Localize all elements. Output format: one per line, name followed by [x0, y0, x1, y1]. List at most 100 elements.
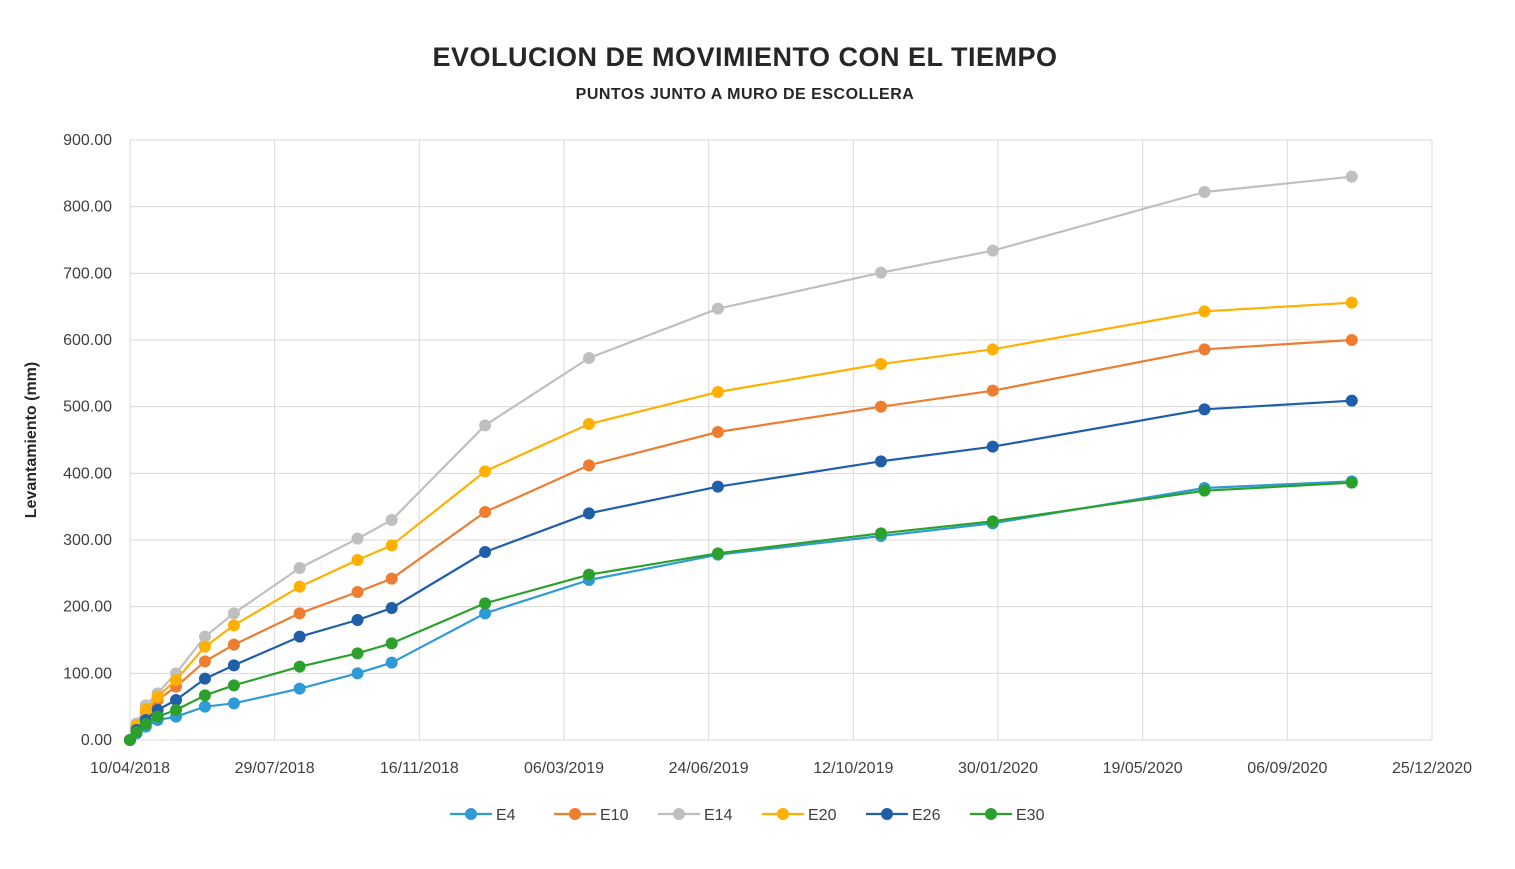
data-point — [385, 656, 398, 669]
legend-marker — [881, 808, 893, 820]
y-tick-label: 0.00 — [81, 732, 112, 749]
data-point — [1198, 305, 1211, 318]
data-point — [293, 607, 306, 620]
data-point — [139, 703, 152, 716]
x-tick-label: 06/03/2019 — [524, 760, 604, 777]
legend-item: E4 — [450, 807, 516, 824]
data-point — [385, 602, 398, 614]
x-tick-label: 19/05/2020 — [1103, 760, 1183, 777]
legend-item: E14 — [658, 807, 733, 824]
data-point — [711, 426, 724, 438]
gridlines — [129, 139, 1433, 741]
data-point — [293, 562, 306, 574]
data-point — [351, 586, 364, 598]
data-point — [351, 554, 364, 566]
data-point — [1345, 296, 1358, 309]
data-point — [986, 384, 999, 397]
legend: E4 E10 E14 E20 E26 E30 — [450, 807, 1045, 824]
data-point — [479, 546, 492, 558]
series-e30 — [124, 476, 1358, 746]
y-tick-label: 100.00 — [63, 665, 112, 682]
data-point — [1198, 343, 1211, 356]
data-point — [1345, 334, 1358, 346]
y-tick-label: 900.00 — [63, 132, 112, 149]
data-point — [711, 547, 724, 560]
series-line — [129, 480, 1352, 741]
chart-subtitle: PUNTOS JUNTO A MURO DE ESCOLLERA — [575, 86, 915, 103]
data-point — [582, 418, 595, 430]
data-point — [198, 672, 211, 685]
series-lines — [124, 170, 1358, 746]
data-point — [170, 694, 183, 706]
data-point — [170, 704, 183, 716]
data-point — [986, 343, 999, 356]
chart-title: EVOLUCION DE MOVIMIENTO CON EL TIEMPO — [432, 42, 1058, 72]
legend-marker — [673, 808, 685, 820]
legend-label: E10 — [600, 807, 629, 824]
data-point — [151, 690, 164, 703]
legend-marker — [465, 808, 477, 820]
data-point — [479, 465, 492, 478]
data-point — [293, 660, 306, 673]
y-tick-label: 300.00 — [63, 532, 112, 549]
data-point — [479, 506, 492, 518]
y-tick-label: 800.00 — [63, 199, 112, 216]
y-axis-label: Levantamiento (mm) — [23, 362, 40, 518]
data-point — [986, 244, 999, 257]
data-point — [293, 630, 306, 643]
data-point — [874, 527, 887, 540]
legend-label: E30 — [1016, 807, 1045, 824]
data-point — [874, 358, 887, 370]
data-point — [1198, 186, 1211, 198]
data-point — [351, 647, 364, 660]
legend-item: E30 — [970, 807, 1045, 824]
data-point — [198, 655, 211, 668]
x-tick-label: 12/10/2019 — [813, 760, 893, 777]
data-point — [139, 718, 152, 730]
data-point — [170, 674, 183, 686]
data-point — [130, 726, 143, 738]
data-point — [1198, 403, 1211, 416]
data-point — [151, 710, 164, 723]
data-point — [479, 419, 492, 432]
data-point — [227, 659, 240, 672]
x-tick-label: 25/12/2020 — [1392, 760, 1472, 777]
y-tick-label: 700.00 — [63, 265, 112, 282]
data-point — [227, 607, 240, 620]
legend-label: E26 — [912, 807, 941, 824]
y-tick-label: 500.00 — [63, 399, 112, 416]
legend-item: E20 — [762, 807, 837, 824]
series-line — [129, 481, 1352, 741]
data-point — [1345, 170, 1358, 183]
x-tick-label: 10/04/2018 — [90, 760, 170, 777]
data-point — [1345, 476, 1358, 489]
series-e26 — [124, 394, 1358, 746]
data-point — [198, 630, 211, 643]
x-tick-label: 30/01/2020 — [958, 760, 1038, 777]
x-tick-label: 06/09/2020 — [1247, 760, 1327, 777]
data-point — [227, 679, 240, 692]
series-line — [129, 399, 1352, 741]
x-axis-ticks: 10/04/2018 29/07/2018 16/11/2018 06/03/2019… — [90, 760, 1472, 777]
data-point — [874, 266, 887, 279]
y-tick-label: 400.00 — [63, 465, 112, 482]
data-point — [1198, 484, 1211, 497]
x-tick-label: 16/11/2018 — [380, 760, 459, 777]
data-point — [874, 400, 887, 413]
legend-marker — [569, 808, 581, 820]
legend-marker — [985, 808, 997, 820]
data-point — [293, 580, 306, 593]
data-point — [385, 539, 398, 552]
x-tick-label: 24/06/2019 — [669, 760, 749, 777]
data-point — [351, 614, 364, 626]
data-point — [479, 607, 492, 620]
data-point — [227, 619, 240, 632]
data-point — [582, 459, 595, 472]
data-point — [385, 637, 398, 650]
data-point — [711, 302, 724, 315]
x-tick-label: 29/07/2018 — [235, 760, 315, 777]
data-point — [986, 440, 999, 453]
data-point — [986, 515, 999, 528]
data-point — [582, 568, 595, 581]
data-point — [582, 352, 595, 364]
